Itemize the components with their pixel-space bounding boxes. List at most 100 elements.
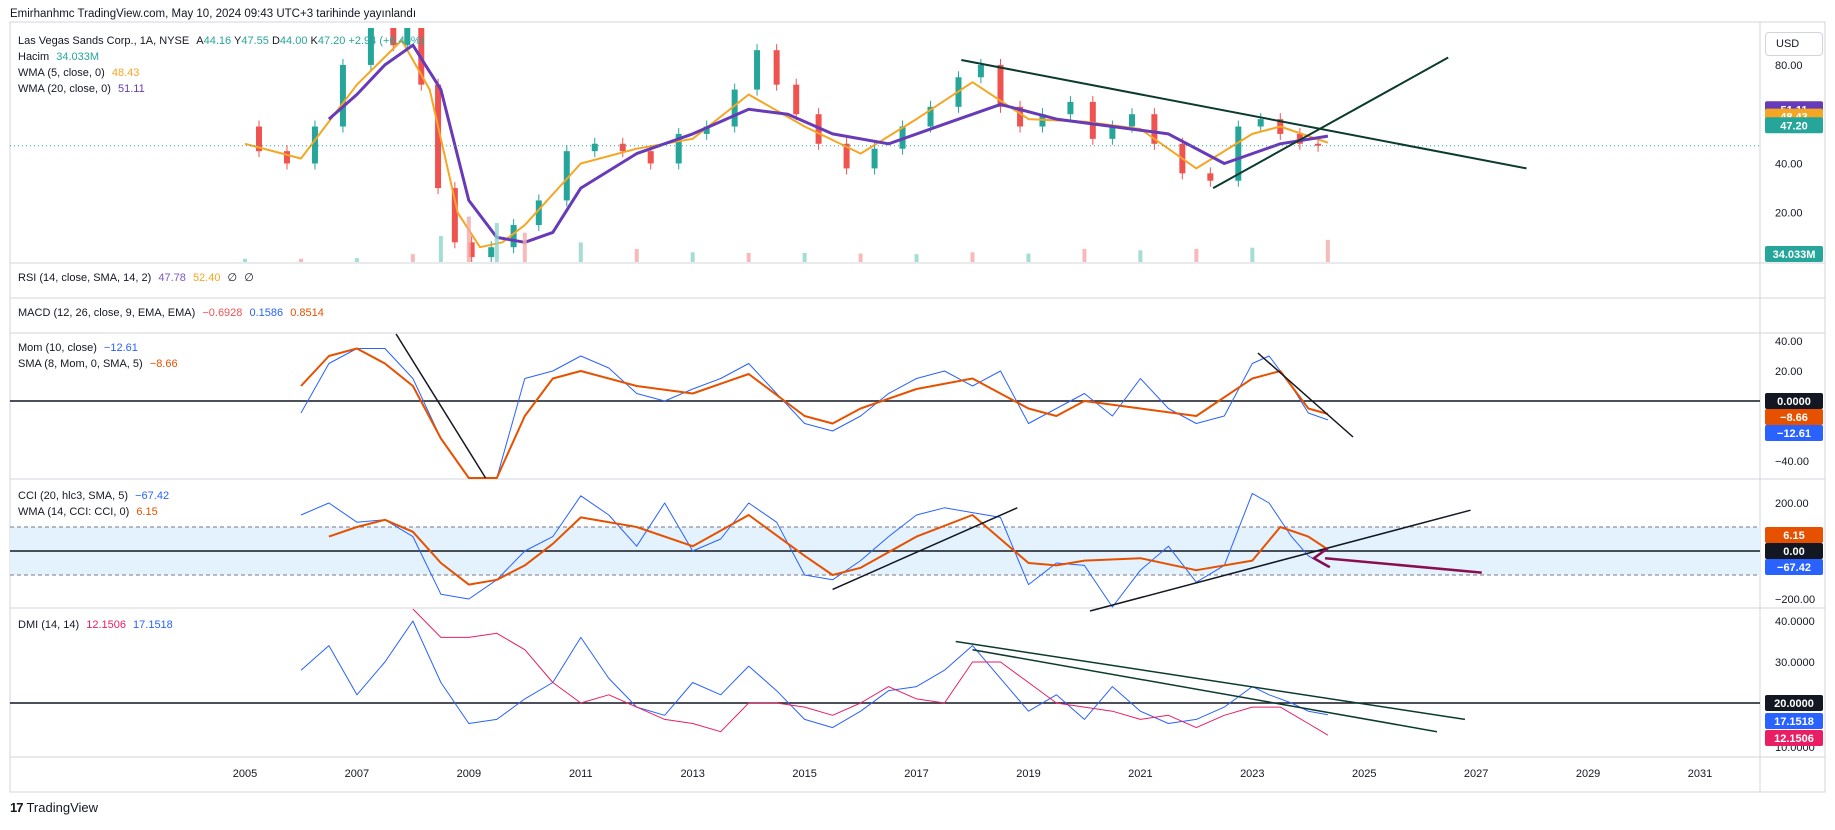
time-axis-label: 2023 — [1240, 768, 1264, 780]
chart-frame — [9, 21, 1826, 793]
price-candle — [647, 151, 654, 164]
dmi-badge: 12.1506 — [1774, 733, 1814, 745]
price-trendline-rising — [1212, 56, 1449, 189]
volume-bar — [802, 252, 807, 262]
cci-badge: 0.00 — [1783, 546, 1804, 558]
mom-sma-label[interactable]: SMA (8, Mom, 0, SMA, 5) — [18, 358, 143, 370]
time-axis-label: 2027 — [1464, 768, 1488, 780]
dmi-plus-line — [300, 620, 1328, 729]
price-tick-label: 40.00 — [1775, 158, 1803, 170]
mom-tick-label: 20.00 — [1775, 366, 1803, 378]
wma5-legend-row: WMA (5, close, 0) 48.43 — [18, 65, 424, 81]
ohlc-high: 47.55 — [241, 35, 269, 47]
mom-badge-bg — [1765, 393, 1823, 409]
price-candle — [510, 225, 517, 248]
mom-legend: Mom (10, close) −12.61 SMA (8, Mom, 0, S… — [18, 340, 178, 372]
price-candle — [451, 188, 458, 243]
dmi-label[interactable]: DMI (14, 14) — [18, 619, 80, 631]
volume-bar — [578, 242, 583, 262]
dmi-badge-bg — [1765, 730, 1823, 746]
dmi-tick-label: 30.0000 — [1775, 657, 1815, 669]
mom-label[interactable]: Mom (10, close) — [18, 342, 97, 354]
macd-legend: MACD (12, 26, close, 9, EMA, EMA) −0.692… — [18, 305, 324, 321]
volume-bar — [634, 249, 639, 262]
cci-legend: CCI (20, hlc3, SMA, 5) −67.42 WMA (14, C… — [18, 488, 169, 520]
cci-tick-label: −200.00 — [1775, 594, 1815, 606]
wma20-line — [327, 43, 1329, 244]
volume-bar — [438, 236, 443, 262]
price-candle — [1151, 114, 1158, 144]
mom-trendline-recent — [1257, 352, 1354, 438]
cci-label[interactable]: CCI (20, hlc3, SMA, 5) — [18, 490, 129, 502]
rsi-band-upper: ∅ — [227, 272, 238, 284]
time-axis-label: 2031 — [1688, 768, 1712, 780]
ohlc-high-key: Y — [234, 35, 242, 47]
time-axis-label: 2007 — [345, 768, 369, 780]
ohlc-open: 44.16 — [203, 35, 232, 47]
macd-label[interactable]: MACD (12, 26, close, 9, EMA, EMA) — [18, 307, 196, 319]
time-axis-label: 2019 — [1016, 768, 1040, 780]
price-candle — [1017, 106, 1024, 127]
rsi-value: 47.78 — [158, 272, 186, 284]
wma5-line — [244, 39, 1329, 249]
price-candle — [435, 84, 442, 189]
volume-label[interactable]: Hacim — [18, 51, 50, 63]
volume-bar — [1138, 250, 1143, 262]
mom-tick-label: 40.00 — [1775, 336, 1803, 348]
price-candle — [1109, 126, 1116, 139]
mom-value: −12.61 — [103, 342, 138, 354]
price-candle — [283, 151, 290, 164]
time-axis-label: 2025 — [1352, 768, 1376, 780]
price-badge: 47.20 — [1780, 120, 1808, 132]
price-candle — [675, 133, 682, 164]
rsi-legend: RSI (14, close, SMA, 14, 2) 47.78 52.40 … — [18, 270, 254, 286]
price-candle — [535, 200, 542, 226]
symbol-label[interactable]: Las Vegas Sands Corp., 1A, NYSE — [18, 35, 190, 47]
dmi-badge: 17.1518 — [1774, 716, 1814, 728]
time-axis-label: 2029 — [1576, 768, 1600, 780]
ohlc-change-pct: (+6.40%) — [379, 35, 425, 47]
price-candle — [1235, 126, 1242, 181]
cci-tick-label: 200.00 — [1775, 498, 1809, 510]
ohlc-open-key: A — [196, 35, 204, 47]
tradingview-logo[interactable]: 17 TradingView — [10, 800, 98, 815]
ohlc-close-key: K — [310, 35, 318, 47]
time-axis-label: 2015 — [792, 768, 816, 780]
price-candle — [255, 126, 262, 152]
price-candle — [390, 28, 397, 46]
ohlc-low-key: D — [271, 35, 280, 47]
wma5-label[interactable]: WMA (5, close, 0) — [18, 67, 105, 79]
price-candle — [754, 50, 761, 90]
cci-wma-label[interactable]: WMA (14, CCI: CCI, 0) — [18, 506, 130, 518]
mom-trendline-drop — [395, 333, 487, 479]
price-candle — [1128, 114, 1135, 127]
volume-bar — [354, 258, 359, 262]
cci-wma-value: 6.15 — [136, 506, 158, 518]
volume-legend-row: Hacim 34.033M — [18, 49, 424, 65]
wma20-label[interactable]: WMA (20, close, 0) — [18, 83, 111, 95]
dmi-tick-label: 40.0000 — [1775, 616, 1815, 628]
currency-button[interactable]: USD — [1765, 32, 1823, 56]
publish-header: Emirhanhmc TradingView.com, May 10, 2024… — [10, 8, 417, 20]
price-tick-label: 80.00 — [1775, 60, 1803, 72]
volume-bar — [1194, 249, 1199, 262]
tradingview-logo-text: TradingView — [26, 800, 99, 815]
cci-trendline-b — [1089, 509, 1471, 612]
dmi-trendline-b — [972, 648, 1438, 733]
volume-bar — [914, 254, 919, 262]
wma20-legend-row: WMA (20, close, 0) 51.11 — [18, 81, 424, 97]
price-candle — [1315, 143, 1322, 146]
price-candle — [367, 28, 374, 65]
mom-sma-value: −8.66 — [149, 358, 178, 370]
price-candle — [488, 247, 495, 258]
mom-badge: −12.61 — [1777, 428, 1811, 440]
dmi-badge-bg — [1765, 695, 1823, 711]
rsi-label[interactable]: RSI (14, close, SMA, 14, 2) — [18, 272, 152, 284]
cci-line — [300, 492, 1329, 608]
time-axis-label: 2005 — [233, 768, 257, 780]
volume-bar — [1082, 249, 1087, 262]
macd-value: 0.1586 — [249, 307, 284, 319]
price-badge: 34.033M — [1773, 249, 1816, 261]
mom-badge: 0.0000 — [1777, 396, 1811, 408]
